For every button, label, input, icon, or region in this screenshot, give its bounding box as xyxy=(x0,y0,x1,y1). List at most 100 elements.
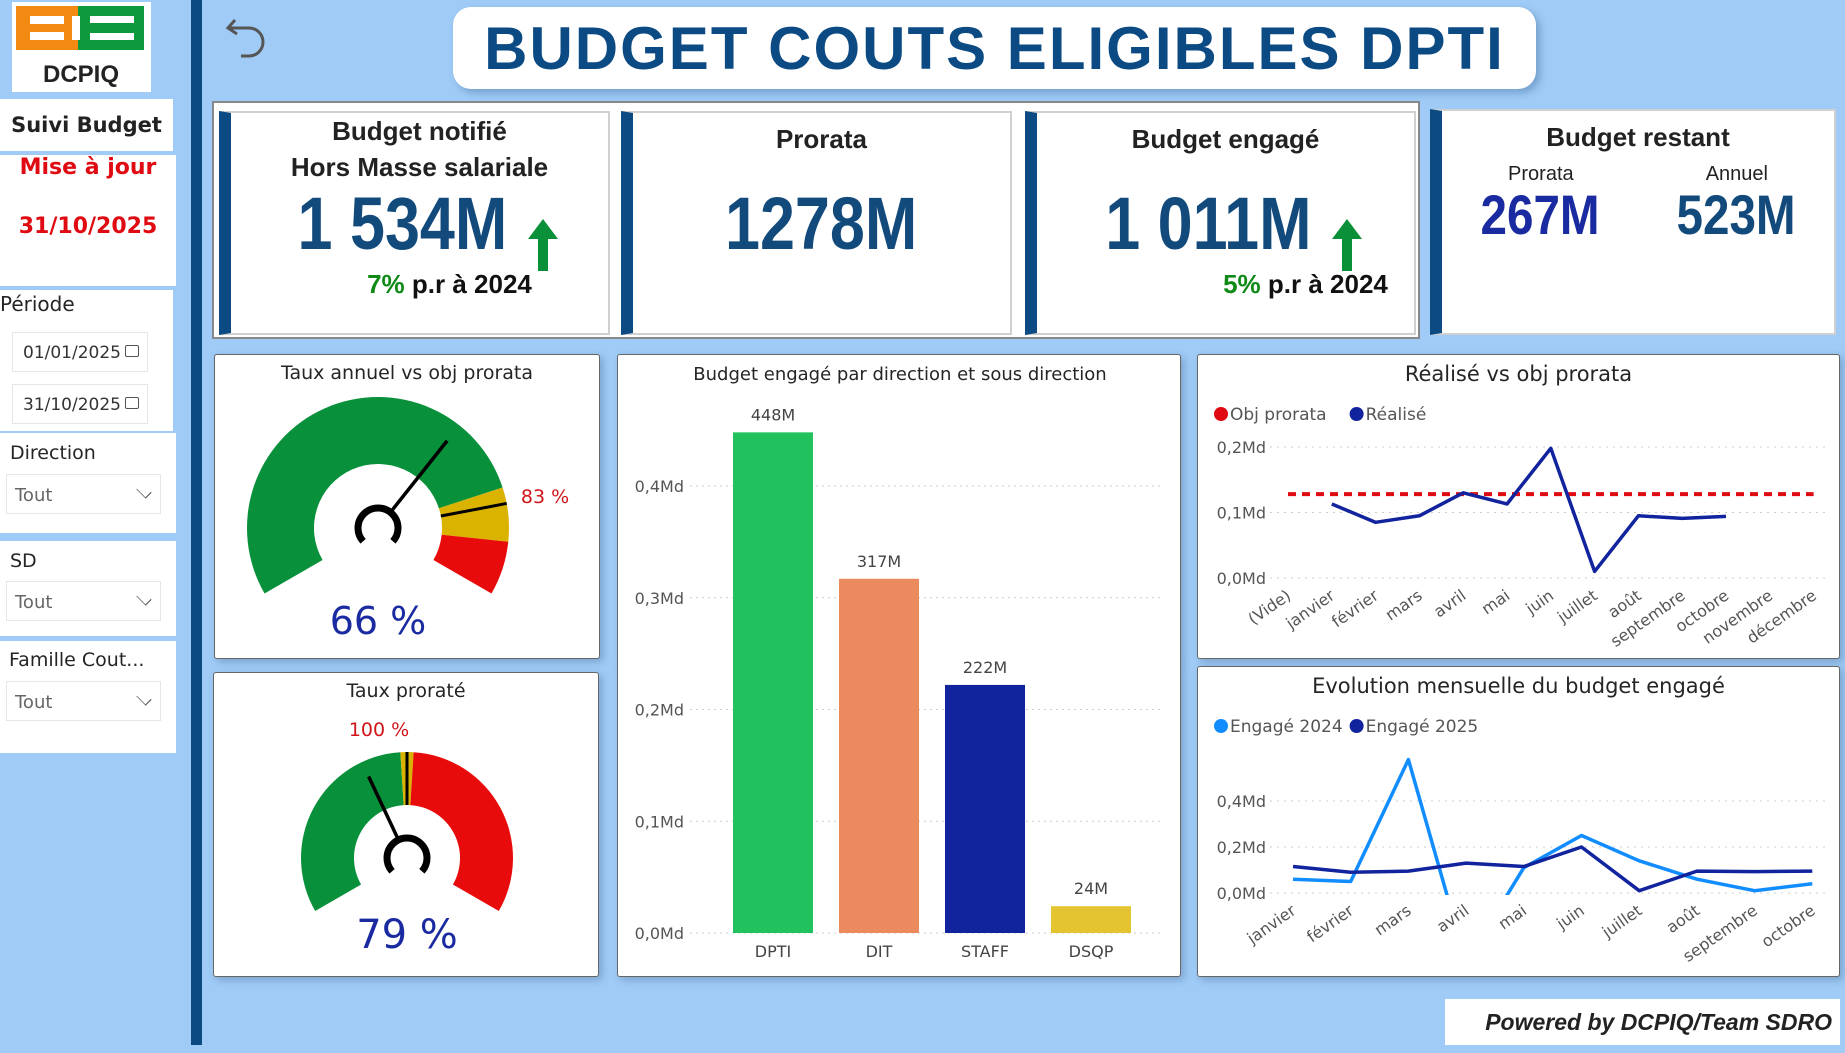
arrow-up-icon xyxy=(526,218,560,271)
gauge-hub xyxy=(383,834,431,874)
direction-label: Direction xyxy=(10,442,96,464)
gauge-band xyxy=(301,752,404,911)
x-tick-label: DPTI xyxy=(755,942,791,961)
y-tick-label: 0,1Md xyxy=(635,812,684,831)
famille-filter: Famille Cout... Tout xyxy=(0,641,176,753)
chart-svg: Taux proraté 79 % 100 % xyxy=(301,680,513,958)
sd-dropdown[interactable]: Tout xyxy=(6,581,161,621)
legend-marker xyxy=(1214,719,1228,733)
calendar-icon[interactable] xyxy=(125,397,139,409)
gauge-taux-annuel[interactable]: Taux annuel vs obj prorata 66 % 83 % xyxy=(214,354,600,659)
chart-title: Budget engagé par direction et sous dire… xyxy=(693,364,1106,385)
x-tick-label: février xyxy=(1303,900,1357,946)
direction-value: Tout xyxy=(15,485,53,506)
date-from-value: 01/01/2025 xyxy=(23,343,121,363)
logo-subtext: DCPIQ xyxy=(43,61,119,88)
series-line-engag-2024 xyxy=(1292,757,1813,895)
kpi-prorata: Prorata 1278M xyxy=(621,111,1012,335)
data-label: 222M xyxy=(963,658,1007,677)
direction-dropdown[interactable]: Tout xyxy=(6,474,161,514)
date-to-input[interactable]: 31/10/2025 xyxy=(12,384,148,424)
x-tick-label: juillet xyxy=(1598,901,1646,942)
famille-dropdown[interactable]: Tout xyxy=(6,681,161,721)
gauge-band xyxy=(438,487,509,542)
chart-title: Réalisé vs obj prorata xyxy=(1405,362,1632,386)
chevron-down-icon xyxy=(136,483,152,499)
period-filter: Période 01/01/2025 31/10/2025 xyxy=(0,290,173,431)
powered-by: Powered by DCPIQ/Team SDRO xyxy=(1445,999,1840,1045)
x-tick-label: STAFF xyxy=(961,942,1009,961)
update-date: 31/10/2025 xyxy=(18,214,158,239)
x-tick-label: janvier xyxy=(1243,900,1300,948)
x-tick-label: mai xyxy=(1495,901,1530,934)
prorata-remaining-value: 267M xyxy=(1480,183,1600,246)
navigation-bar xyxy=(191,0,202,1045)
bar-staff xyxy=(945,684,1025,933)
x-tick-label: mars xyxy=(1382,586,1426,625)
gauge-band xyxy=(410,752,513,911)
x-tick-label: février xyxy=(1328,585,1382,631)
gauge-target-line xyxy=(440,501,507,518)
kpi-change: 5% xyxy=(1223,268,1261,299)
prorata-label: Prorata xyxy=(1508,163,1574,185)
gauge-target-label: 100 % xyxy=(349,719,409,741)
chart-title: Taux proraté xyxy=(345,680,465,702)
line-chart-evolution-mensuelle[interactable]: Evolution mensuelle du budget engagé Enga… xyxy=(1197,666,1840,977)
legend-label: Réalisé xyxy=(1366,405,1427,425)
kpi-budget-notifie: Budget notifié Hors Masse salariale 1 53… xyxy=(219,111,610,335)
x-tick-label: DIT xyxy=(866,942,893,961)
gauge-band xyxy=(433,534,509,594)
x-tick-label: janvier xyxy=(1282,585,1339,633)
update-info: Mise à jour 31/10/2025 xyxy=(0,155,176,286)
x-tick-label: avril xyxy=(1430,586,1469,621)
y-tick-label: 0,4Md xyxy=(635,477,684,496)
section-title: Suivi Budget xyxy=(0,99,173,151)
gauge-needle xyxy=(390,439,449,512)
kpi-value: 1 534M xyxy=(297,182,508,265)
page-title: BUDGET COUTS ELIGIBLES DPTI xyxy=(484,14,1505,82)
chart-svg: Réalisé vs obj prorata Obj prorata Réalisé… xyxy=(1214,362,1829,651)
date-from-input[interactable]: 01/01/2025 xyxy=(12,332,148,372)
kpi-change-suffix: p.r à 2024 xyxy=(1267,268,1388,299)
page-title-box: BUDGET COUTS ELIGIBLES DPTI xyxy=(453,7,1536,89)
gauge-taux-prorate[interactable]: Taux proraté 79 % 100 % xyxy=(213,672,599,977)
bar-dsqp xyxy=(1051,906,1131,933)
kpi-value: 1278M xyxy=(725,182,918,265)
period-label: Période xyxy=(0,292,75,316)
series-line-r-alis- xyxy=(1331,446,1727,574)
chart-svg: Taux annuel vs obj prorata 66 % 83 % xyxy=(246,362,569,643)
x-tick-label: juin xyxy=(1552,901,1588,934)
arrow-up-icon xyxy=(1330,218,1364,271)
line-chart-realise-vs-obj[interactable]: Réalisé vs obj prorata Obj prorata Réalisé… xyxy=(1197,354,1840,659)
calendar-icon[interactable] xyxy=(125,345,139,357)
chevron-down-icon xyxy=(136,590,152,606)
legend-label: Engagé 2025 xyxy=(1366,717,1479,737)
legend-marker xyxy=(1214,407,1228,421)
kpi-change: 7% xyxy=(367,268,405,299)
gauge-needle xyxy=(367,775,400,839)
chart-svg: Budget engagé par direction et sous dire… xyxy=(635,364,1163,961)
date-to-value: 31/10/2025 xyxy=(23,395,121,415)
famille-value: Tout xyxy=(15,692,53,713)
kpi-budget-engage: Budget engagé 1 011M 5% p.r à 2024 xyxy=(1025,111,1416,335)
data-label: 448M xyxy=(751,405,795,424)
gauge-target-label: 83 % xyxy=(521,486,569,508)
undo-arrow-icon[interactable] xyxy=(225,12,269,58)
y-tick-label: 0,1Md xyxy=(1217,504,1266,523)
bar-chart-budget-engage[interactable]: Budget engagé par direction et sous dire… xyxy=(617,354,1181,977)
sd-value: Tout xyxy=(15,592,53,613)
logo: DCPIQ xyxy=(12,2,151,92)
chart-svg: Evolution mensuelle du budget engagé Enga… xyxy=(1214,674,1829,966)
y-tick-label: 0,4Md xyxy=(1217,792,1266,811)
gauge-hub xyxy=(354,504,402,544)
kpi-title: Budget restant xyxy=(1546,122,1730,152)
x-tick-label: mai xyxy=(1478,586,1513,619)
data-label: 24M xyxy=(1074,879,1108,898)
kpi-subtitle: Hors Masse salariale xyxy=(290,152,549,182)
x-tick-label: juin xyxy=(1521,586,1557,619)
x-tick-label: juillet xyxy=(1553,586,1601,627)
sd-filter: SD Tout xyxy=(0,541,176,636)
x-tick-label: DSQP xyxy=(1069,942,1114,961)
chevron-down-icon xyxy=(136,690,152,706)
x-tick-label: août xyxy=(1663,901,1703,937)
